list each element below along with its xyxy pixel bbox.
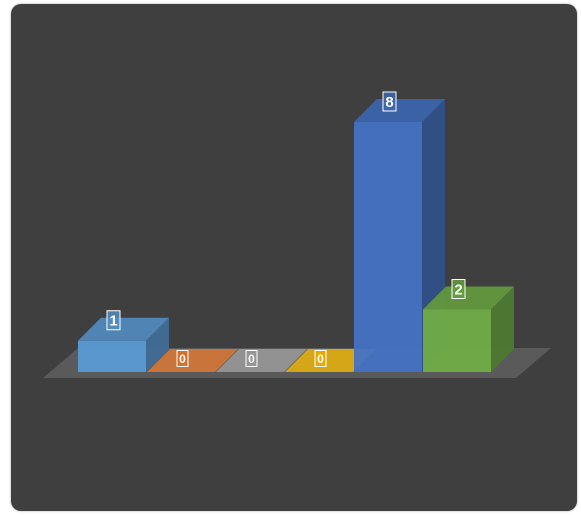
- bar-front-face: [423, 309, 491, 372]
- bar-2: 0: [147, 349, 238, 372]
- chart-panel: 1 0 0 0 8 2: [11, 4, 577, 511]
- bar-front-face: [78, 340, 146, 372]
- bar-chart-3d: 1 0 0 0 8 2: [43, 91, 551, 378]
- bar-top-face: [423, 286, 514, 310]
- data-label-box: [314, 350, 327, 367]
- bar-3: 0: [216, 349, 307, 372]
- bar-1: 1: [78, 310, 169, 372]
- bar-side-face: [146, 317, 169, 372]
- data-label: 1: [109, 313, 117, 330]
- bar-front-face: [354, 122, 422, 372]
- data-label: 0: [248, 352, 255, 366]
- bar-side-face: [491, 286, 514, 372]
- data-label-box: [451, 279, 466, 299]
- data-label: 0: [179, 352, 186, 366]
- data-label-box: [245, 350, 258, 367]
- data-label-box: [382, 91, 397, 112]
- data-label: 8: [385, 94, 393, 111]
- bar-top-face: [78, 317, 169, 341]
- data-label: 2: [454, 281, 462, 298]
- bar-flat-face: [216, 349, 307, 372]
- bar-flat-face: [147, 349, 238, 372]
- bar-4: 0: [285, 349, 376, 372]
- data-label-box: [176, 350, 189, 367]
- bar-top-face: [354, 99, 445, 122]
- data-label: 0: [317, 352, 324, 366]
- data-label-box: [106, 310, 121, 331]
- bar-6: 2: [423, 279, 514, 372]
- bar-flat-face: [285, 349, 376, 372]
